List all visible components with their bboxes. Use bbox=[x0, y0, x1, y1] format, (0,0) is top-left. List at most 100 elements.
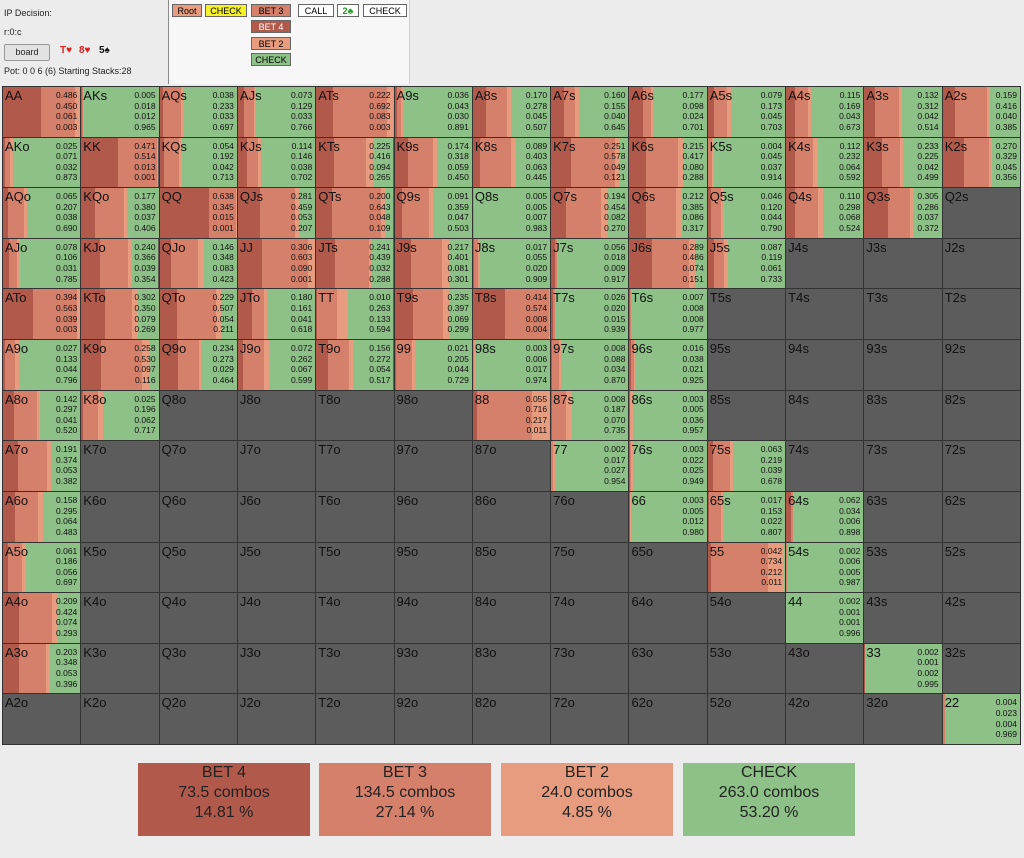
hand-cell-T9s[interactable]: 0.235 0.397 0.069 0.299 T9s bbox=[393, 288, 473, 341]
hand-cell-T8o[interactable]: T8o bbox=[315, 389, 395, 442]
hand-cell-32o[interactable]: 32o bbox=[863, 693, 943, 745]
hand-cell-83s[interactable]: 83s bbox=[863, 389, 943, 442]
hand-cell-33[interactable]: 0.002 0.001 0.002 0.995 33 bbox=[863, 642, 943, 695]
hand-cell-Q9s[interactable]: 0.091 0.359 0.047 0.503 Q9s bbox=[393, 187, 473, 239]
hand-cell-JJ[interactable]: 0.306 0.603 0.090 0.001 JJ bbox=[236, 237, 317, 290]
hand-cell-QJo[interactable]: 0.146 0.348 0.083 0.423 QJo bbox=[158, 237, 238, 290]
hand-cell-98s[interactable]: 0.003 0.006 0.017 0.974 98s bbox=[471, 339, 552, 391]
hand-cell-A5o[interactable]: 0.061 0.186 0.056 0.697 A5o bbox=[2, 541, 82, 594]
tree-node-bet2[interactable]: BET 2 bbox=[251, 37, 291, 50]
hand-cell-K8o[interactable]: 0.025 0.196 0.062 0.717 K8o bbox=[80, 389, 160, 442]
hand-cell-97o[interactable]: 97o bbox=[393, 440, 473, 492]
hand-cell-A9s[interactable]: 0.036 0.043 0.030 0.891 A9s bbox=[393, 86, 473, 138]
hand-cell-42s[interactable]: 42s bbox=[941, 592, 1021, 644]
hand-cell-KTs[interactable]: 0.225 0.416 0.094 0.265 KTs bbox=[315, 136, 395, 189]
hand-cell-A7s[interactable]: 0.160 0.155 0.040 0.645 A7s bbox=[550, 86, 630, 138]
tree-node-bet4[interactable]: BET 4 bbox=[251, 20, 291, 33]
hand-cell-A8s[interactable]: 0.170 0.278 0.045 0.507 A8s bbox=[471, 86, 552, 138]
hand-cell-J5s[interactable]: 0.087 0.119 0.061 0.733 J5s bbox=[706, 237, 787, 290]
hand-cell-85s[interactable]: 85s bbox=[706, 389, 787, 442]
hand-cell-87o[interactable]: 87o bbox=[471, 440, 552, 492]
hand-cell-T4s[interactable]: T4s bbox=[785, 288, 865, 341]
hand-cell-77[interactable]: 0.002 0.017 0.027 0.954 77 bbox=[550, 440, 630, 492]
hand-cell-Q8s[interactable]: 0.005 0.005 0.007 0.983 Q8s bbox=[471, 187, 552, 239]
hand-cell-KQs[interactable]: 0.054 0.192 0.042 0.713 KQs bbox=[158, 136, 238, 189]
hand-cell-44[interactable]: 0.002 0.001 0.001 0.996 44 bbox=[785, 592, 865, 644]
hand-cell-T7o[interactable]: T7o bbox=[315, 440, 395, 492]
hand-cell-JTs[interactable]: 0.241 0.439 0.032 0.288 JTs bbox=[315, 237, 395, 290]
hand-cell-K2o[interactable]: K2o bbox=[80, 693, 160, 745]
hand-cell-J4o[interactable]: J4o bbox=[236, 592, 317, 644]
hand-cell-J6s[interactable]: 0.289 0.486 0.074 0.151 J6s bbox=[628, 237, 708, 290]
hand-cell-A7o[interactable]: 0.191 0.374 0.053 0.382 A7o bbox=[2, 440, 82, 492]
hand-cell-J8o[interactable]: J8o bbox=[236, 389, 317, 442]
hand-cell-AQo[interactable]: 0.065 0.207 0.038 0.690 AQo bbox=[2, 187, 82, 239]
hand-cell-K5o[interactable]: K5o bbox=[80, 541, 160, 594]
hand-cell-AJs[interactable]: 0.073 0.129 0.033 0.766 AJs bbox=[236, 86, 317, 138]
hand-cell-K7s[interactable]: 0.251 0.578 0.049 0.121 K7s bbox=[550, 136, 630, 189]
hand-cell-63s[interactable]: 63s bbox=[863, 490, 943, 543]
hand-cell-54s[interactable]: 0.002 0.006 0.005 0.987 54s bbox=[785, 541, 865, 594]
tree-node-check-option[interactable]: CHECK bbox=[251, 53, 291, 66]
tree-node-check[interactable]: CHECK bbox=[205, 4, 247, 17]
hand-cell-QJs[interactable]: 0.281 0.459 0.053 0.207 QJs bbox=[236, 187, 317, 239]
hand-cell-86o[interactable]: 86o bbox=[471, 490, 552, 543]
hand-cell-ATs[interactable]: 0.222 0.692 0.083 0.003 ATs bbox=[315, 86, 395, 138]
hand-cell-75s[interactable]: 0.063 0.219 0.039 0.678 75s bbox=[706, 440, 787, 492]
hand-cell-A3o[interactable]: 0.203 0.348 0.053 0.396 A3o bbox=[2, 642, 82, 695]
hand-cell-64o[interactable]: 64o bbox=[628, 592, 708, 644]
hand-cell-KJo[interactable]: 0.240 0.366 0.039 0.354 KJo bbox=[80, 237, 160, 290]
hand-cell-AQs[interactable]: 0.038 0.233 0.033 0.697 AQs bbox=[158, 86, 238, 138]
hand-cell-Q9o[interactable]: 0.234 0.273 0.029 0.464 Q9o bbox=[158, 339, 238, 391]
hand-cell-22[interactable]: 0.004 0.023 0.004 0.969 22 bbox=[941, 693, 1021, 745]
hand-cell-Q6s[interactable]: 0.212 0.385 0.086 0.317 Q6s bbox=[628, 187, 708, 239]
hand-cell-Q2s[interactable]: Q2s bbox=[941, 187, 1021, 239]
hand-cell-T9o[interactable]: 0.156 0.272 0.054 0.517 T9o bbox=[315, 339, 395, 391]
hand-cell-J3s[interactable]: J3s bbox=[863, 237, 943, 290]
hand-cell-J9s[interactable]: 0.217 0.401 0.081 0.301 J9s bbox=[393, 237, 473, 290]
hand-cell-72o[interactable]: 72o bbox=[550, 693, 630, 745]
hand-cell-97s[interactable]: 0.008 0.088 0.034 0.870 97s bbox=[550, 339, 630, 391]
hand-cell-74s[interactable]: 74s bbox=[785, 440, 865, 492]
tree-node-root[interactable]: Root bbox=[172, 4, 202, 17]
hand-cell-62o[interactable]: 62o bbox=[628, 693, 708, 745]
hand-cell-KQo[interactable]: 0.177 0.380 0.037 0.406 KQo bbox=[80, 187, 160, 239]
hand-cell-J8s[interactable]: 0.017 0.055 0.020 0.909 J8s bbox=[471, 237, 552, 290]
hand-cell-Q4o[interactable]: Q4o bbox=[158, 592, 238, 644]
hand-cell-AJo[interactable]: 0.078 0.106 0.031 0.785 AJo bbox=[2, 237, 82, 290]
hand-cell-TT[interactable]: 0.010 0.263 0.133 0.594 TT bbox=[315, 288, 395, 341]
hand-cell-A6o[interactable]: 0.158 0.295 0.064 0.483 A6o bbox=[2, 490, 82, 543]
hand-cell-QTs[interactable]: 0.200 0.643 0.048 0.109 QTs bbox=[315, 187, 395, 239]
hand-cell-Q6o[interactable]: Q6o bbox=[158, 490, 238, 543]
hand-cell-K3o[interactable]: K3o bbox=[80, 642, 160, 695]
hand-cell-A2s[interactable]: 0.159 0.416 0.040 0.385 A2s bbox=[941, 86, 1021, 138]
hand-cell-Q7s[interactable]: 0.194 0.454 0.082 0.270 Q7s bbox=[550, 187, 630, 239]
hand-cell-J4s[interactable]: J4s bbox=[785, 237, 865, 290]
hand-cell-65s[interactable]: 0.017 0.153 0.022 0.807 65s bbox=[706, 490, 787, 543]
hand-cell-76s[interactable]: 0.003 0.022 0.025 0.949 76s bbox=[628, 440, 708, 492]
hand-cell-52o[interactable]: 52o bbox=[706, 693, 787, 745]
hand-cell-Q5o[interactable]: Q5o bbox=[158, 541, 238, 594]
hand-cell-T7s[interactable]: 0.026 0.020 0.015 0.939 T7s bbox=[550, 288, 630, 341]
hand-cell-96s[interactable]: 0.016 0.038 0.021 0.925 96s bbox=[628, 339, 708, 391]
tree-node-check-turn[interactable]: CHECK bbox=[363, 4, 407, 17]
hand-cell-Q5s[interactable]: 0.046 0.120 0.044 0.790 Q5s bbox=[706, 187, 787, 239]
hand-cell-98o[interactable]: 98o bbox=[393, 389, 473, 442]
hand-cell-K7o[interactable]: K7o bbox=[80, 440, 160, 492]
hand-cell-A4s[interactable]: 0.115 0.169 0.043 0.673 A4s bbox=[785, 86, 865, 138]
hand-cell-82o[interactable]: 82o bbox=[471, 693, 552, 745]
hand-cell-AA[interactable]: 0.486 0.450 0.061 0.003 AA bbox=[2, 86, 82, 138]
hand-cell-93s[interactable]: 93s bbox=[863, 339, 943, 391]
hand-cell-Q3o[interactable]: Q3o bbox=[158, 642, 238, 695]
hand-cell-T5s[interactable]: T5s bbox=[706, 288, 787, 341]
hand-cell-92s[interactable]: 92s bbox=[941, 339, 1021, 391]
hand-cell-86s[interactable]: 0.003 0.005 0.036 0.957 86s bbox=[628, 389, 708, 442]
hand-cell-62s[interactable]: 62s bbox=[941, 490, 1021, 543]
hand-cell-T2s[interactable]: T2s bbox=[941, 288, 1021, 341]
hand-cell-J6o[interactable]: J6o bbox=[236, 490, 317, 543]
hand-cell-Q4s[interactable]: 0.110 0.298 0.068 0.524 Q4s bbox=[785, 187, 865, 239]
hand-cell-85o[interactable]: 85o bbox=[471, 541, 552, 594]
hand-cell-96o[interactable]: 96o bbox=[393, 490, 473, 543]
hand-cell-54o[interactable]: 54o bbox=[706, 592, 787, 644]
hand-cell-72s[interactable]: 72s bbox=[941, 440, 1021, 492]
